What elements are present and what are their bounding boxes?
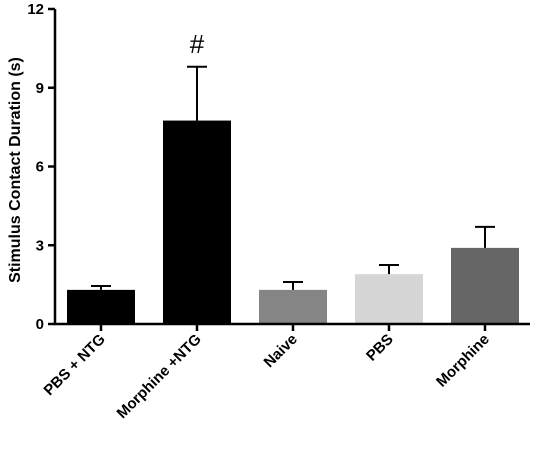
x-tick-label: PBS + NTG bbox=[41, 331, 109, 399]
y-tick-label: 6 bbox=[36, 159, 44, 176]
x-tick-label: Morphine +NTG bbox=[114, 331, 205, 422]
y-tick-label: 9 bbox=[36, 80, 44, 97]
error-bars-layer bbox=[91, 65, 495, 290]
annotations-layer: # bbox=[190, 29, 205, 59]
x-ticks-layer: PBS + NTG Morphine +NTG Naive PBS Morphine bbox=[41, 324, 493, 422]
significance-marker: # bbox=[190, 29, 205, 59]
x-tick-label: Morphine bbox=[433, 331, 493, 391]
x-tick-label: Naive bbox=[261, 331, 301, 371]
bar bbox=[259, 289, 327, 324]
bars-layer bbox=[67, 120, 519, 324]
y-tick-label: 0 bbox=[36, 316, 44, 333]
y-axis-title: Stimulus Contact Duration (s) bbox=[7, 57, 24, 283]
y-tick-label: 3 bbox=[36, 237, 44, 254]
bar bbox=[67, 289, 135, 324]
bar bbox=[163, 120, 231, 324]
bar bbox=[355, 274, 423, 324]
y-ticks-layer: 0 3 6 9 12 bbox=[27, 1, 55, 333]
y-tick-label: 12 bbox=[27, 1, 44, 18]
x-tick-label: PBS bbox=[363, 331, 397, 365]
bar bbox=[451, 247, 519, 324]
